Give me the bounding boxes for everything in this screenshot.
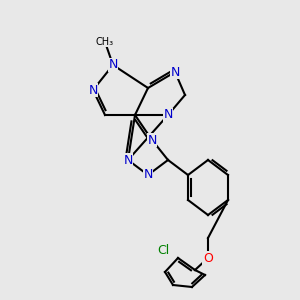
Text: N: N xyxy=(147,134,157,146)
Text: O: O xyxy=(203,251,213,265)
Text: CH₃: CH₃ xyxy=(96,37,114,47)
Text: N: N xyxy=(123,154,133,166)
Text: N: N xyxy=(108,58,118,71)
Text: N: N xyxy=(170,65,180,79)
Text: N: N xyxy=(163,109,173,122)
Text: Cl: Cl xyxy=(157,244,169,256)
Text: N: N xyxy=(143,169,153,182)
Text: N: N xyxy=(88,83,98,97)
